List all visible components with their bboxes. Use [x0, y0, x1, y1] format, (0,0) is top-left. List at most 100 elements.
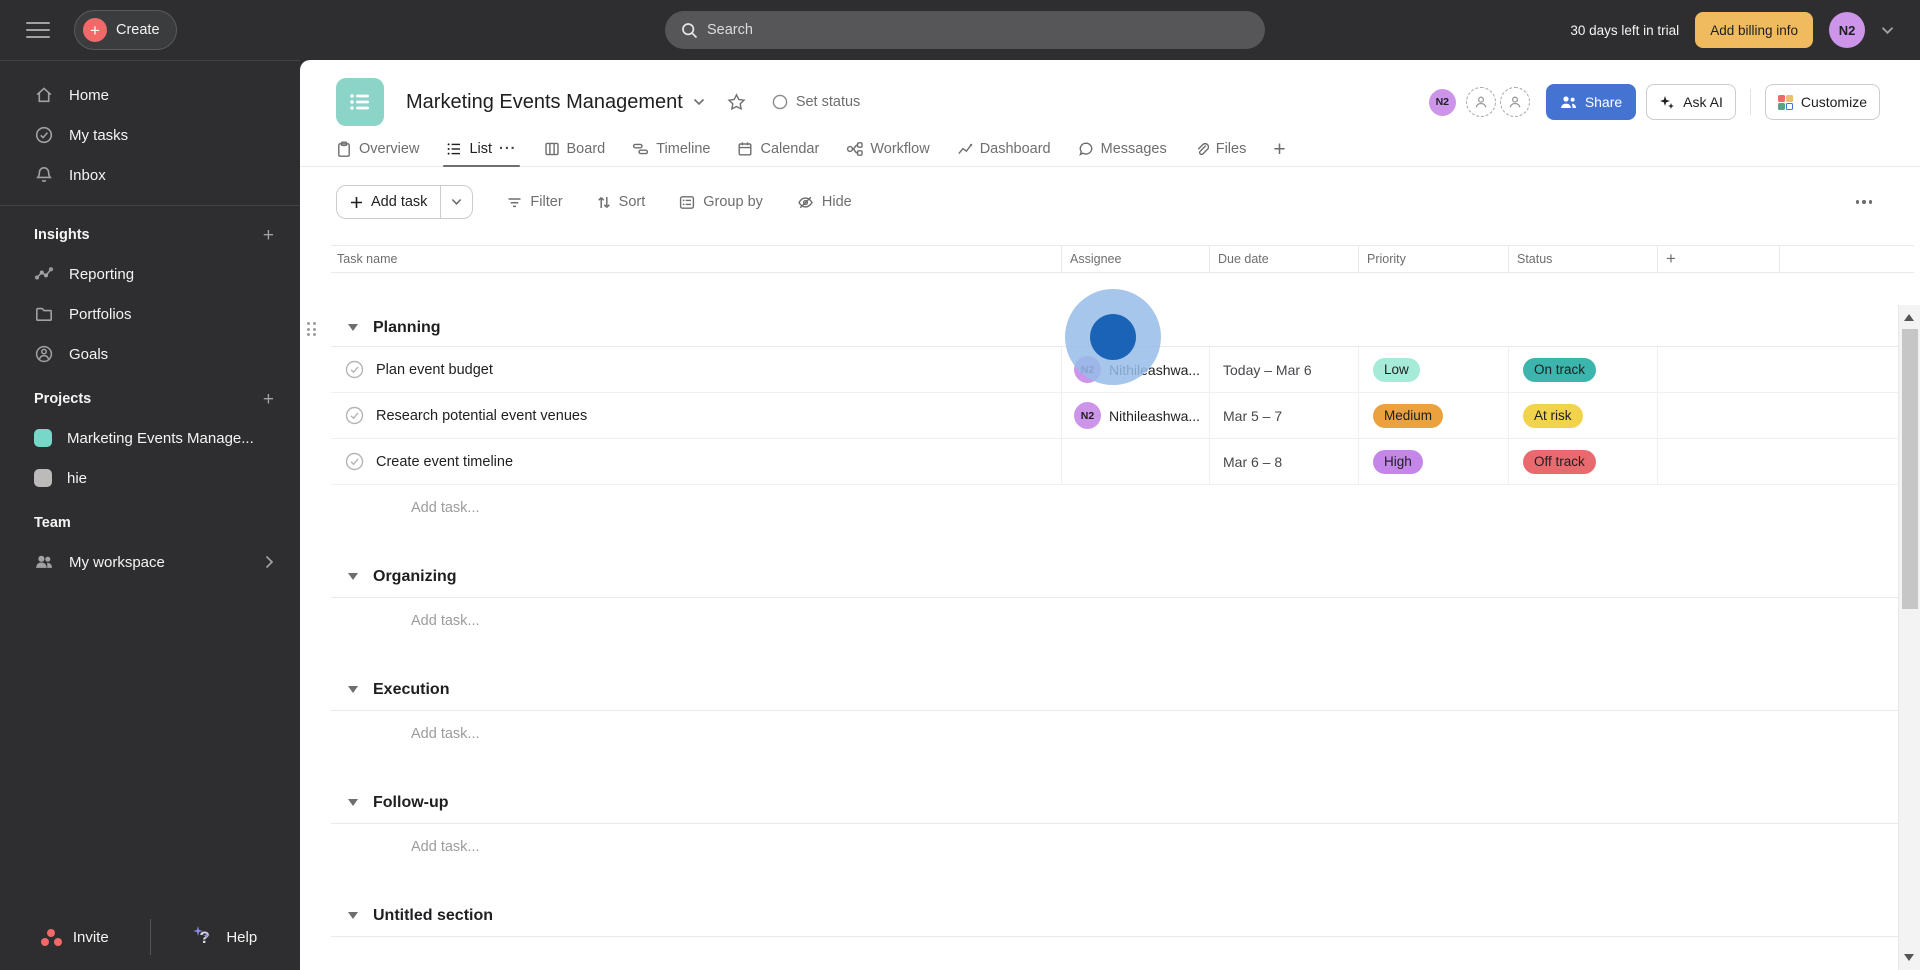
add-task-row[interactable]: Add task... [331, 598, 1914, 643]
assignee-cell[interactable]: N2 Nithileashwa... [1062, 347, 1210, 392]
add-task-dropdown-button[interactable] [440, 186, 472, 218]
assignee-cell[interactable]: N2 Nithileashwa... [1062, 393, 1210, 438]
search-input[interactable] [707, 22, 1249, 38]
group-by-button[interactable]: Group by [679, 194, 763, 210]
tab-workflow[interactable]: Workflow [846, 132, 929, 166]
add-task-row[interactable]: Add task... [331, 711, 1914, 756]
tab-options-icon[interactable]: ··· [499, 141, 517, 157]
page-title[interactable]: Marketing Events Management [406, 91, 683, 114]
task-check-icon[interactable] [345, 406, 364, 425]
due-date-cell[interactable]: Mar 6 – 8 [1210, 439, 1359, 484]
sidebar-item-inbox[interactable]: Inbox [0, 155, 300, 195]
ghost-avatar-icon[interactable] [1500, 87, 1530, 117]
task-check-icon[interactable] [345, 360, 364, 379]
task-row[interactable]: Create event timeline Mar 6 – 8 High Off… [331, 439, 1914, 485]
priority-cell[interactable]: High [1359, 439, 1509, 484]
assignee-cell[interactable] [1062, 439, 1210, 484]
add-column-icon[interactable]: + [1658, 246, 1780, 272]
help-button[interactable]: ? Help [151, 926, 301, 948]
sort-button[interactable]: Sort [597, 194, 646, 210]
section-collapse-icon[interactable] [348, 573, 358, 580]
tab-dashboard[interactable]: Dashboard [957, 132, 1051, 166]
section-collapse-icon[interactable] [348, 912, 358, 919]
section-collapse-icon[interactable] [348, 324, 358, 331]
favorite-star-icon[interactable] [727, 93, 746, 111]
sidebar-item-project-marketing[interactable]: Marketing Events Manage... [0, 418, 300, 458]
add-task-button[interactable]: Add task [337, 186, 440, 218]
member-avatar[interactable]: N2 [1429, 89, 1456, 116]
column-header-assignee[interactable]: Assignee [1062, 246, 1210, 272]
section-header-planning[interactable]: Planning [331, 309, 1914, 347]
add-insight-icon[interactable]: + [263, 226, 274, 245]
ask-ai-button[interactable]: Ask AI [1646, 84, 1736, 120]
priority-cell[interactable]: Low [1359, 347, 1509, 392]
section-collapse-icon[interactable] [348, 686, 358, 693]
customize-button[interactable]: Customize [1765, 84, 1880, 120]
search-bar[interactable] [665, 11, 1265, 49]
set-status-button[interactable]: Set status [772, 94, 860, 110]
vertical-scrollbar[interactable] [1898, 305, 1920, 970]
tab-overview[interactable]: Overview [336, 132, 419, 166]
sidebar-item-my-workspace[interactable]: My workspace [0, 542, 300, 582]
task-check-icon[interactable] [345, 452, 364, 471]
tab-messages[interactable]: Messages [1078, 132, 1167, 166]
section-header-execution[interactable]: Execution [331, 669, 1914, 711]
due-date-cell[interactable]: Today – Mar 6 [1210, 347, 1359, 392]
task-row[interactable]: Plan event budget N2 Nithileashwa... Tod… [331, 347, 1914, 393]
section-collapse-icon[interactable] [348, 799, 358, 806]
section-header-organizing[interactable]: Organizing [331, 556, 1914, 598]
section-name[interactable]: Execution [373, 681, 449, 699]
tab-board[interactable]: Board [544, 132, 606, 166]
drag-handle-icon[interactable] [307, 322, 318, 336]
scroll-down-arrow-icon[interactable] [1904, 954, 1914, 961]
chevron-right-icon[interactable] [265, 555, 274, 569]
sidebar-item-reporting[interactable]: Reporting [0, 254, 300, 294]
more-options-icon[interactable] [1856, 200, 1873, 204]
add-task-row[interactable]: Add task... [331, 485, 1914, 530]
status-cell[interactable]: On track [1509, 347, 1658, 392]
column-header-status[interactable]: Status [1509, 246, 1658, 272]
title-chevron-down-icon[interactable] [693, 98, 705, 106]
task-row[interactable]: Research potential event venues N2 Nithi… [331, 393, 1914, 439]
tab-calendar[interactable]: Calendar [737, 132, 819, 166]
status-cell[interactable]: At risk [1509, 393, 1658, 438]
priority-cell[interactable]: Medium [1359, 393, 1509, 438]
section-name[interactable]: Planning [373, 319, 441, 337]
sidebar-item-my-tasks[interactable]: My tasks [0, 115, 300, 155]
add-project-icon[interactable]: + [263, 390, 274, 409]
status-cell[interactable]: Off track [1509, 439, 1658, 484]
section-name[interactable]: Organizing [373, 568, 457, 586]
tab-list[interactable]: List ··· [446, 132, 516, 166]
hide-button[interactable]: Hide [797, 194, 852, 210]
tab-timeline[interactable]: Timeline [632, 132, 710, 166]
scroll-up-arrow-icon[interactable] [1904, 314, 1914, 321]
clipboard-icon [336, 141, 352, 158]
add-view-tab-icon[interactable]: + [1273, 139, 1285, 160]
ghost-avatar-icon[interactable] [1466, 87, 1496, 117]
column-header-priority[interactable]: Priority [1359, 246, 1509, 272]
user-avatar[interactable]: N2 [1829, 12, 1865, 48]
sidebar-item-home[interactable]: Home [0, 75, 300, 115]
sidebar-toggle-icon[interactable] [26, 22, 50, 38]
sidebar-item-goals[interactable]: Goals [0, 334, 300, 374]
column-header-due-date[interactable]: Due date [1210, 246, 1359, 272]
account-chevron-down-icon[interactable] [1881, 26, 1894, 35]
section-header-untitled[interactable]: Untitled section [331, 895, 1914, 937]
add-billing-info-button[interactable]: Add billing info [1695, 12, 1813, 48]
timeline-icon [632, 141, 649, 157]
sidebar-item-portfolios[interactable]: Portfolios [0, 294, 300, 334]
due-date-cell[interactable]: Mar 5 – 7 [1210, 393, 1359, 438]
project-icon[interactable] [336, 78, 384, 126]
filter-button[interactable]: Filter [507, 194, 562, 210]
section-header-follow-up[interactable]: Follow-up [331, 782, 1914, 824]
section-name[interactable]: Untitled section [373, 907, 493, 925]
scrollbar-thumb[interactable] [1902, 329, 1918, 609]
share-button[interactable]: Share [1546, 84, 1636, 120]
section-name[interactable]: Follow-up [373, 794, 449, 812]
invite-button[interactable]: Invite [0, 929, 150, 946]
tab-files[interactable]: Files [1194, 132, 1247, 166]
add-task-row[interactable]: Add task... [331, 824, 1914, 869]
sidebar-item-project-hie[interactable]: hie [0, 458, 300, 498]
column-header-task-name[interactable]: Task name [331, 246, 1062, 272]
create-button[interactable]: + Create [74, 10, 177, 50]
